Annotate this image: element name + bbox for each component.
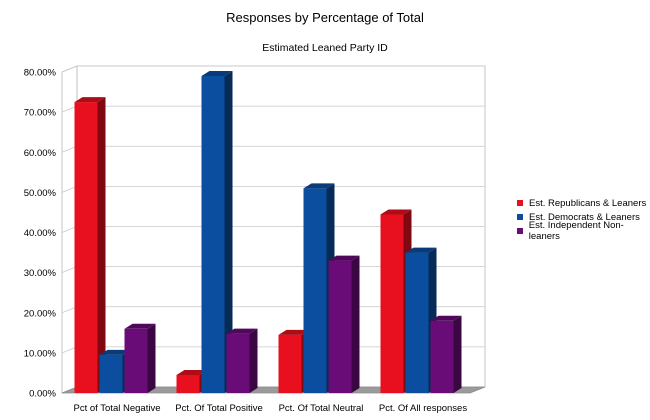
bar-front: [380, 214, 404, 393]
bar-side: [249, 328, 258, 393]
y-tick-label: 10.00%: [24, 348, 57, 359]
bar: [124, 323, 156, 393]
bar-top: [201, 71, 233, 77]
bar: [74, 97, 106, 393]
y-tick-label: 50.00%: [24, 188, 57, 199]
bar-front: [99, 354, 123, 393]
legend-label: Est. Democrats & Leaners: [529, 211, 640, 223]
bar-front: [278, 334, 302, 393]
x-tick-label: Pct. Of Total Positive: [175, 403, 262, 414]
legend-item: Est. Democrats & Leaners: [517, 210, 650, 224]
bar-front: [430, 320, 454, 393]
bar-top: [176, 369, 208, 375]
bar-front: [176, 374, 200, 393]
bar-top: [328, 255, 360, 261]
bar: [226, 328, 258, 393]
chart-title: Responses by Percentage of Total: [226, 10, 424, 25]
legend-swatch: [517, 228, 523, 234]
bar-front: [74, 102, 98, 393]
bar-top: [405, 247, 437, 253]
bar: [201, 71, 233, 393]
gridline-side: [61, 65, 78, 73]
y-tick-label: 60.00%: [24, 148, 57, 159]
x-tick-label: Pct. Of Total Neutral: [279, 403, 364, 414]
legend-item: Est. Independent Non-leaners: [517, 220, 650, 242]
bar: [430, 315, 462, 393]
y-tick-label: 0.00%: [29, 389, 56, 400]
bar-front: [201, 76, 225, 393]
legend-label: Est. Republicans & Leaners: [529, 197, 647, 209]
bar-front: [405, 252, 429, 393]
bar-side: [97, 97, 106, 393]
bar-front: [328, 260, 352, 393]
legend-swatch: [517, 200, 523, 206]
bar-top: [99, 349, 131, 355]
bar: [328, 255, 360, 393]
bar-top: [430, 315, 462, 321]
bar-front: [124, 328, 148, 393]
legend-item: Est. Republicans & Leaners: [517, 196, 650, 210]
legend-label: Est. Independent Non-leaners: [528, 220, 624, 242]
y-axis: 0.00% 10.00% 20.00% 30.00% 40.00% 50.00% 60.00…: [24, 68, 57, 400]
y-tick-label: 20.00%: [24, 308, 57, 319]
bar-top: [278, 329, 310, 335]
y-tick-label: 70.00%: [24, 108, 57, 119]
y-tick-label: 80.00%: [24, 68, 57, 79]
bar-side: [224, 71, 233, 393]
legend-swatch: [517, 214, 523, 220]
bar-front: [303, 188, 327, 393]
x-axis: Pct of Total Negative Pct. Of Total Posit…: [74, 403, 468, 414]
bar-top: [226, 328, 258, 334]
y-tick-label: 30.00%: [24, 268, 57, 279]
chart-legend: Est. Republicans & Leaners Est. Democrats…: [517, 196, 650, 242]
chart-subtitle: Estimated Leaned Party ID: [262, 42, 388, 54]
bar-top: [74, 97, 106, 103]
x-tick-label: Pct of Total Negative: [74, 403, 161, 414]
chart-gridlines: [61, 65, 485, 354]
bar-top: [380, 209, 412, 215]
y-tick-label: 40.00%: [24, 228, 57, 239]
bar-top: [124, 323, 156, 329]
bar-side: [147, 323, 156, 393]
bar-top: [303, 183, 335, 189]
bars: [74, 71, 462, 393]
bar-side: [453, 315, 462, 393]
bar-side: [351, 255, 360, 393]
x-tick-label: Pct. Of All responses: [379, 403, 467, 414]
bar-front: [226, 333, 250, 393]
